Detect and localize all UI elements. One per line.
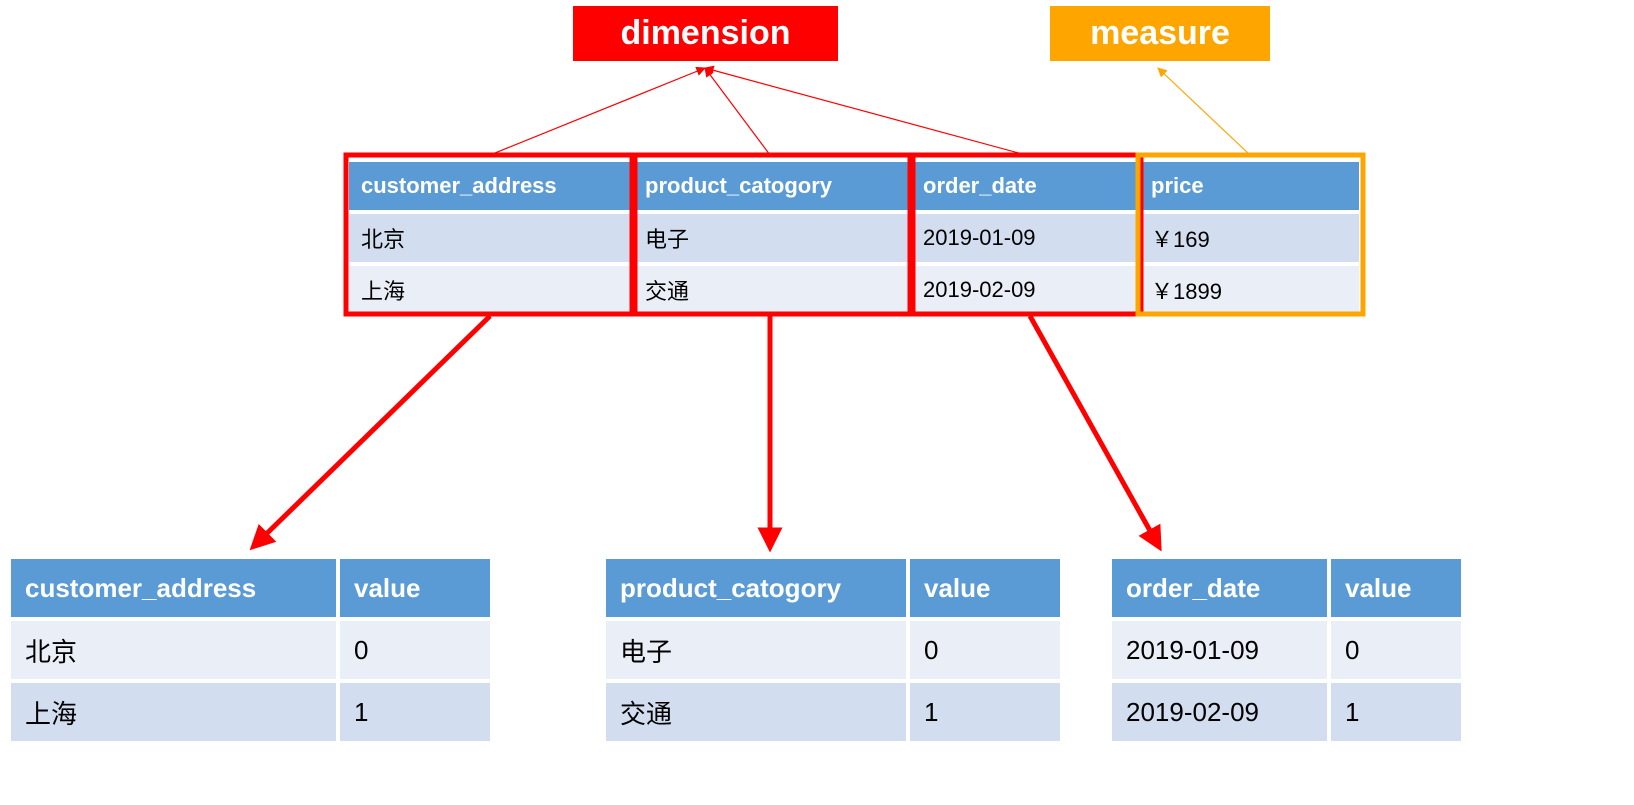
dimension-table-header-row: product_catogoryvalue [606, 559, 1060, 617]
measure-label-text: measure [1090, 14, 1230, 53]
dimension-table-header: value [340, 559, 490, 617]
dimension-table-cell: 0 [1331, 621, 1461, 679]
dimension-table-cell: 1 [1331, 683, 1461, 741]
dimension-table-header: product_catogory [606, 559, 906, 617]
dimension-table-cell: 1 [340, 683, 490, 741]
fact-table-cell: 北京 [349, 214, 633, 262]
dimension-label-text: dimension [620, 14, 790, 53]
dimension-table: order_datevalue2019-01-0902019-02-091 [1108, 555, 1465, 745]
dimension-table-cell: 交通 [606, 683, 906, 741]
fact-table-row: 上海交通2019-02-09￥1899 [349, 266, 1359, 314]
fact-table-cell: 电子 [633, 214, 911, 262]
dimension-table-header: value [910, 559, 1060, 617]
dimension-table-cell: 2019-01-09 [1112, 621, 1327, 679]
fact-table-row: 北京电子2019-01-09￥169 [349, 214, 1359, 262]
dimension-table-row: 2019-02-091 [1112, 683, 1461, 741]
dimension-table: customer_addressvalue北京0上海1 [7, 555, 494, 745]
dimension-table-header: customer_address [11, 559, 336, 617]
fact-table: customer_addressproduct_catogoryorder_da… [349, 158, 1359, 318]
dimension-table-cell: 上海 [11, 683, 336, 741]
dimension-table-row: 上海1 [11, 683, 490, 741]
fact-table-header: product_catogory [633, 162, 911, 210]
dimension-table-row: 电子0 [606, 621, 1060, 679]
fact-table-header-row: customer_addressproduct_catogoryorder_da… [349, 162, 1359, 210]
dimension-table-cell: 2019-02-09 [1112, 683, 1327, 741]
dimension-table-header: value [1331, 559, 1461, 617]
measure-label: measure [1050, 6, 1270, 61]
dimension-table-header-row: order_datevalue [1112, 559, 1461, 617]
dimension-table-cell: 电子 [606, 621, 906, 679]
dimension-table-cell: 0 [340, 621, 490, 679]
fact-table-cell: 交通 [633, 266, 911, 314]
dimension-table: product_catogoryvalue电子0交通1 [602, 555, 1064, 745]
dimension-table-row: 2019-01-090 [1112, 621, 1461, 679]
dimension-table-cell: 北京 [11, 621, 336, 679]
dimension-table-cell: 0 [910, 621, 1060, 679]
fact-table-cell: ￥1899 [1139, 266, 1359, 314]
fact-table-cell: ￥169 [1139, 214, 1359, 262]
fact-table-cell: 2019-01-09 [911, 214, 1139, 262]
dimension-table-row: 交通1 [606, 683, 1060, 741]
fact-table-cell: 上海 [349, 266, 633, 314]
fact-table-cell: 2019-02-09 [911, 266, 1139, 314]
fact-table-header: customer_address [349, 162, 633, 210]
dimension-table-header: order_date [1112, 559, 1327, 617]
dimension-label: dimension [573, 6, 838, 61]
fact-table-header: order_date [911, 162, 1139, 210]
dimension-table-cell: 1 [910, 683, 1060, 741]
dimension-table-header-row: customer_addressvalue [11, 559, 490, 617]
fact-table-header: price [1139, 162, 1359, 210]
dimension-table-row: 北京0 [11, 621, 490, 679]
